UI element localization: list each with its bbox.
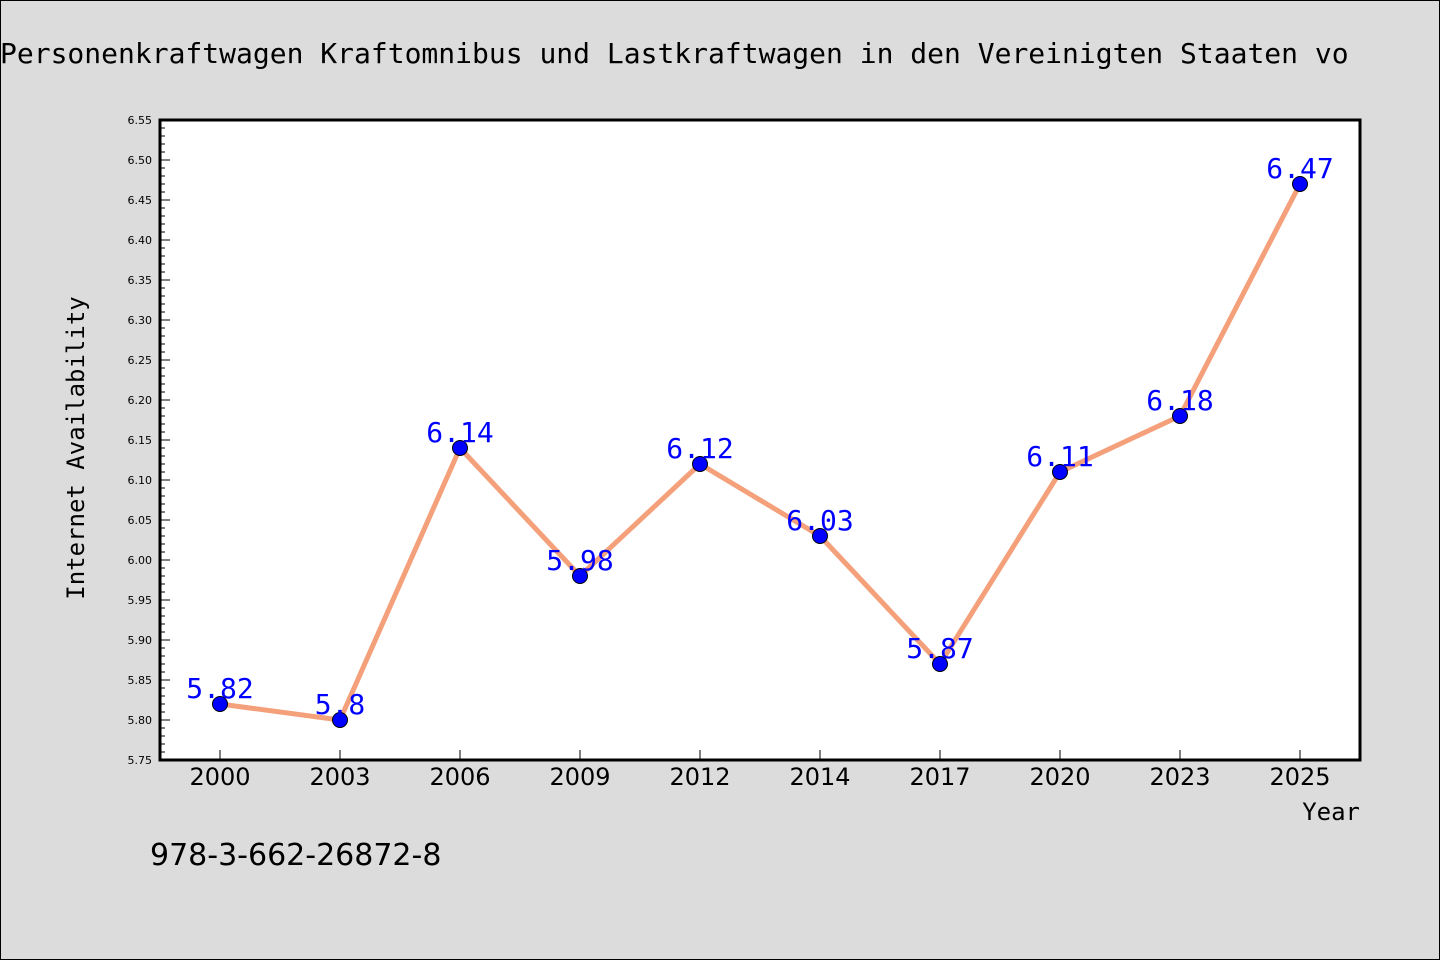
data-label: 5.82 [186, 672, 253, 705]
data-label: 5.98 [546, 544, 613, 577]
x-axis-label: Year [1302, 798, 1360, 826]
data-point [812, 528, 828, 544]
x-tick-label: 2006 [429, 763, 490, 791]
data-point [1292, 176, 1308, 192]
chart-title: Personenkraftwagen Kraftomnibus und Last… [0, 37, 1349, 70]
x-tick-label: 2000 [189, 763, 250, 791]
data-point [932, 656, 948, 672]
x-tick-label: 2003 [309, 763, 370, 791]
data-point [212, 696, 228, 712]
y-tick-label: 6.00 [128, 554, 153, 567]
y-tick-label: 6.40 [128, 234, 153, 247]
y-axis-label: Internet Availability [62, 296, 90, 599]
x-tick-label: 2025 [1269, 763, 1330, 791]
series-line [217, 181, 1303, 723]
y-tick-label: 6.30 [128, 314, 153, 327]
data-point [1172, 408, 1188, 424]
isbn-text: 978-3-662-26872-8 [150, 838, 441, 873]
data-label: 6.11 [1026, 440, 1093, 473]
data-point [692, 456, 708, 472]
plot-area [158, 118, 1362, 762]
y-tick-label: 6.10 [128, 474, 153, 487]
x-tick-label: 2014 [789, 763, 850, 791]
data-label: 6.47 [1266, 152, 1333, 185]
data-label: 6.14 [426, 416, 493, 449]
data-label: 6.18 [1146, 384, 1213, 417]
y-axis: 5.75 5.80 5.85 5.90 5.95 6.00 6.05 6.10 6.15 6.20… [128, 114, 170, 767]
y-tick-label: 6.55 [128, 114, 153, 127]
x-axis: 2000 2003 2006 2009 2012 2014 2017 2020 2023 2025 [189, 750, 1331, 791]
y-tick-label: 6.35 [128, 274, 153, 287]
y-tick-label: 6.50 [128, 154, 153, 167]
data-label: 6.12 [666, 432, 733, 465]
y-tick-label: 6.15 [128, 434, 153, 447]
y-tick-label: 5.75 [128, 754, 153, 767]
y-tick-label: 6.25 [128, 354, 153, 367]
data-point [332, 712, 348, 728]
data-label: 6.03 [786, 504, 853, 537]
y-tick-label: 5.95 [128, 594, 153, 607]
x-tick-label: 2023 [1149, 763, 1210, 791]
data-point [1052, 464, 1068, 480]
y-tick-label: 5.80 [128, 714, 153, 727]
data-point [452, 440, 468, 456]
x-tick-label: 2020 [1029, 763, 1090, 791]
data-label: 5.8 [315, 688, 366, 721]
series-line-group: 5.82 5.8 6.14 5.98 6.12 6.03 5.87 6.11 6.18 6.47 [186, 152, 1334, 728]
x-tick-label: 2012 [669, 763, 730, 791]
data-point [572, 568, 588, 584]
x-tick-label: 2009 [549, 763, 610, 791]
y-tick-label: 5.90 [128, 634, 153, 647]
y-tick-label: 5.85 [128, 674, 153, 687]
y-tick-label: 6.05 [128, 514, 153, 527]
y-tick-label: 6.20 [128, 394, 153, 407]
x-tick-label: 2017 [909, 763, 970, 791]
data-label: 5.87 [906, 632, 973, 665]
y-tick-label: 6.45 [128, 194, 153, 207]
